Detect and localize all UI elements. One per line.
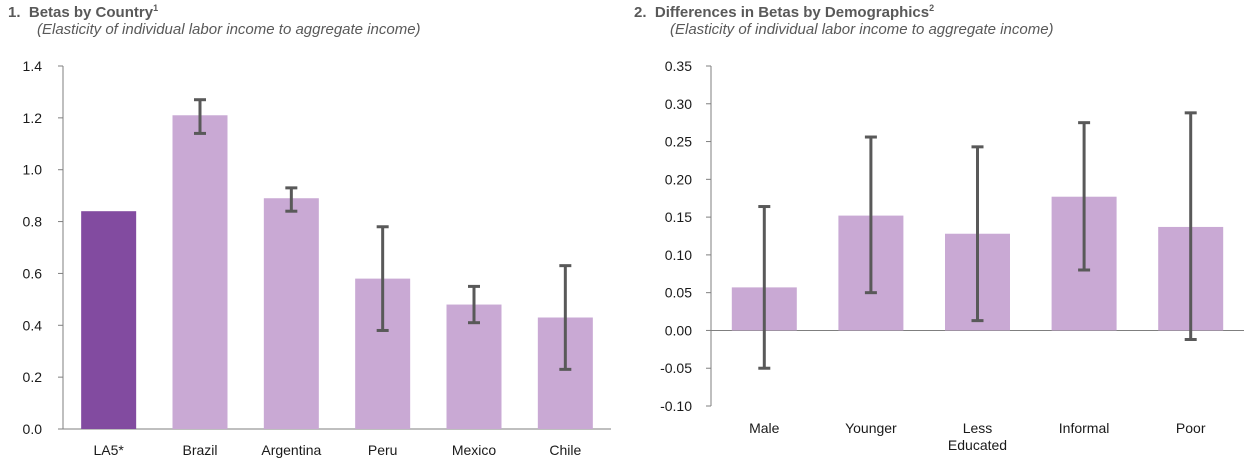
chart-subtitle: (Elasticity of individual labor income t… (37, 21, 421, 38)
chart-panel-betas-by-demographics: 2. Differences in Betas by Demographics2… (626, 0, 1252, 461)
y-tick-label: 0.05 (665, 285, 692, 301)
bar-chart-betas-by-demographics: -0.10 -0.05 0.00 0.05 0.10 0.15 0.20 0.25 0.30 0.… (660, 58, 1244, 453)
footnote-marker: 2 (929, 3, 935, 13)
chart-title-text: Differences in Betas by Demographics (654, 4, 930, 21)
bar (446, 304, 502, 429)
chart-panel-betas-by-country: 1. Betas by Country1 (Elasticity of indi… (8, 3, 611, 458)
y-tick-label: -0.05 (660, 360, 692, 376)
chart-number: 1. (8, 4, 21, 21)
x-tick-label: Peru (368, 442, 398, 458)
chart-title: 2. Differences in Betas by Demographics2 (634, 3, 934, 21)
chart-number: 2. (634, 4, 647, 21)
y-tick-label: 0.25 (665, 134, 692, 150)
y-tick-label: 0.2 (23, 369, 43, 385)
chart-subtitle: (Elasticity of individual labor income t… (670, 21, 1054, 38)
y-tick-label: 1.2 (23, 110, 43, 126)
y-tick-label: 1.4 (23, 58, 43, 74)
y-tick-label: 0.15 (665, 209, 692, 225)
x-tick-label: Male (749, 420, 780, 436)
x-tick-label: LA5* (93, 442, 124, 458)
y-tick-label: 1.0 (23, 162, 43, 178)
y-tick-label: 0.6 (23, 265, 43, 281)
y-tick-label: 0.20 (665, 171, 692, 187)
x-tick-label: Mexico (452, 442, 497, 458)
bar (172, 115, 228, 429)
footnote-marker: 1 (153, 3, 159, 13)
x-tick-label: Younger (845, 420, 897, 436)
y-tick-label: 0.4 (23, 317, 43, 333)
chart-title-text: Betas by Country (28, 4, 154, 21)
bar (81, 211, 137, 429)
x-tick-label: Chile (549, 442, 581, 458)
y-tick-label: 0.00 (665, 322, 692, 338)
y-tick-label: 0.0 (23, 421, 43, 437)
y-tick-label: 0.30 (665, 96, 692, 112)
x-tick-label: Less Educated (948, 420, 1007, 453)
y-tick-label: 0.35 (665, 58, 692, 74)
y-tick-label: 0.8 (23, 214, 43, 230)
bar (263, 198, 319, 429)
x-tick-label: Poor (1176, 420, 1206, 436)
y-tick-label: -0.10 (660, 398, 692, 414)
x-tick-label: Informal (1059, 420, 1110, 436)
bar-chart-betas-by-country: 0.0 0.2 0.4 0.6 0.8 1.0 1.2 1.4 LA5* Brazil Argent… (23, 58, 611, 458)
chart-title: 1. Betas by Country1 (8, 3, 158, 21)
x-tick-label: Brazil (182, 442, 217, 458)
x-tick-label: Argentina (261, 442, 321, 458)
y-tick-label: 0.10 (665, 247, 692, 263)
